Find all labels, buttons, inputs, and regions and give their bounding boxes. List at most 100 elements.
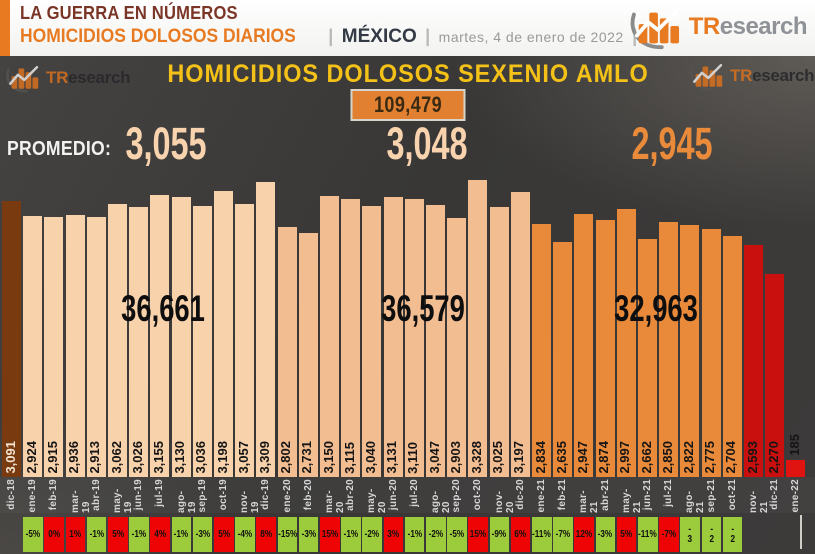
bar-nov-21: 2,593 xyxy=(744,245,763,477)
bar-ago-20: 3,047 xyxy=(426,205,445,477)
year-total-value: 36,661 xyxy=(121,288,205,329)
bar-value-label: 2,704 xyxy=(723,441,739,474)
promedio-value: 3,055 xyxy=(125,118,207,169)
pct-change-ene-19: -5% xyxy=(23,517,43,552)
pct-change-jun-20: 3% xyxy=(383,517,404,552)
chart-area: TResearch TResearch HOMICIDIOS DOLOSOS S… xyxy=(0,56,815,554)
bar-dic-18: 3,091 xyxy=(2,201,21,477)
tresearch-logo-text: TResearch xyxy=(46,68,131,87)
x-tick-sep-21: sep-21 xyxy=(705,479,717,513)
year-total-value: 36,579 xyxy=(381,288,465,329)
x-tick-ene-20: ene-20 xyxy=(281,479,293,513)
bar-value-label: 2,731 xyxy=(299,441,315,474)
x-tick-ene-22: ene-22 xyxy=(790,479,802,513)
pct-change-nov-20: -9% xyxy=(489,517,510,552)
bar-value-label: 2,874 xyxy=(596,441,612,474)
bar-sep-19: 3,036 xyxy=(192,206,212,477)
bar-value-label: 2,903 xyxy=(447,441,463,474)
bar-value-label: 2,924 xyxy=(23,441,39,474)
bar-dic-21: 2,270 xyxy=(765,274,785,477)
separator: | xyxy=(328,26,334,47)
bar-mar-20: 3,150 xyxy=(320,196,339,477)
pct-change-ago-19: -1% xyxy=(171,517,192,552)
x-tick-dic-19: dic-19 xyxy=(260,479,272,510)
bar-value-label: 3,198 xyxy=(214,441,230,474)
x-tick-dic-18: dic-18 xyxy=(6,479,17,510)
bar-value-label: 2,662 xyxy=(638,441,654,474)
tresearch-chart-icon xyxy=(630,8,679,50)
x-tick-feb-19: feb-19 xyxy=(48,479,60,511)
pct-change-mar-21: 12% xyxy=(574,517,594,552)
bar-value-label: 3,131 xyxy=(384,441,400,474)
bar-may-21: 2,997 xyxy=(616,209,636,477)
sexenio-total-value: 109,479 xyxy=(373,92,442,117)
page-subtitle: HOMICIDIOS DOLOSOS DIARIOS | MÉXICO | ma… xyxy=(20,26,641,48)
header-titles: LA GUERRA EN NÚMEROS HOMICIDIOS DOLOSOS … xyxy=(20,3,641,48)
bar-oct-20: 3,328 xyxy=(468,180,488,477)
bar-ago-19: 3,130 xyxy=(171,197,191,477)
pct-change-feb-19: 0% xyxy=(44,517,64,552)
pct-change-mar-20: 15% xyxy=(320,517,340,552)
x-tick-abr-21: abr-21 xyxy=(599,479,611,511)
bar-mar-21: 2,947 xyxy=(574,214,594,477)
bar-value-label: 2,593 xyxy=(744,441,760,474)
pct-change-dic-19: 8% xyxy=(256,517,276,552)
bar-value-label: 185 xyxy=(786,434,802,456)
x-tick-sep-20: sep-20 xyxy=(451,479,463,513)
pct-change-nov-19: -4% xyxy=(235,517,255,552)
bar-jun-21: 2,662 xyxy=(638,239,657,477)
header-accent-stripe xyxy=(0,0,10,56)
tresearch-watermark-right: TResearch xyxy=(688,60,815,92)
pct-change-abr-19: -1% xyxy=(86,517,107,552)
bar-jun-20: 3,131 xyxy=(383,197,403,477)
bar-abr-20: 3,115 xyxy=(341,199,361,477)
bar-value-label: 3,155 xyxy=(150,441,166,474)
bar-abr-19: 2,913 xyxy=(86,217,106,477)
x-tick-ago-19: ago-19 xyxy=(175,490,198,513)
x-tick-mar-19: mar-19 xyxy=(69,490,92,513)
pct-change-oct-19: 5% xyxy=(214,517,234,552)
bar-value-label: 3,057 xyxy=(235,441,251,474)
bar-value-label: 3,036 xyxy=(193,441,209,474)
header: LA GUERRA EN NÚMEROS HOMICIDIOS DOLOSOS … xyxy=(0,0,815,56)
pct-change-may-21: 5% xyxy=(616,517,637,552)
date-label: martes, 4 de enero de 2022 xyxy=(438,29,624,46)
pct-change-jul-21: -7% xyxy=(659,517,679,552)
bar-nov-20: 3,025 xyxy=(489,207,509,477)
x-tick-nov-19: nov-19 xyxy=(239,490,262,513)
bar-value-label: 3,130 xyxy=(172,441,188,474)
separator: | xyxy=(425,26,431,47)
pct-change-jul-19: 4% xyxy=(150,517,170,552)
pct-change-feb-21: -7% xyxy=(553,517,573,552)
bar-dic-19: 3,309 xyxy=(256,182,276,477)
x-tick-oct-21: oct-21 xyxy=(726,479,738,511)
tresearch-logo-text: TResearch xyxy=(730,66,815,85)
tresearch-watermark-left: TResearch xyxy=(4,62,131,94)
bar-value-label: 2,822 xyxy=(680,441,696,474)
bar-value-label: 3,110 xyxy=(405,442,421,474)
x-tick-sep-19: sep-19 xyxy=(196,479,208,513)
x-tick-oct-19: oct-19 xyxy=(218,479,229,511)
x-tick-jun-19: jun-19 xyxy=(133,479,145,511)
bar-value-label: 2,947 xyxy=(574,441,590,474)
x-tick-ago-20: ago-20 xyxy=(430,490,452,513)
tresearch-chart-icon xyxy=(690,63,723,91)
pct-change-ago-20: -2% xyxy=(426,517,446,552)
x-tick-may-21: may-21 xyxy=(620,488,643,513)
pct-change-ago-21: - 3 xyxy=(680,517,700,552)
bar-value-label: 2,802 xyxy=(278,441,294,474)
x-tick-abr-19: abr-19 xyxy=(90,479,102,511)
bar-ene-19: 2,924 xyxy=(23,216,43,477)
x-tick-mar-20: mar-20 xyxy=(324,490,346,513)
pct-change-sep-21: - 2 xyxy=(701,517,722,552)
bar-sep-20: 2,903 xyxy=(447,218,467,477)
bar-value-label: 3,025 xyxy=(490,441,506,474)
x-tick-feb-21: feb-21 xyxy=(557,479,569,511)
bar-value-label: 2,915 xyxy=(44,441,60,474)
x-tick-jun-21: jun-21 xyxy=(642,479,653,511)
bar-ago-21: 2,822 xyxy=(680,225,700,477)
bar-value-label: 2,913 xyxy=(87,441,103,474)
percent-change-row: -5% 0% 1% -1% 5% -1% 4% -1% -3% 5% -4% 8% -15% -3% 15%… xyxy=(0,515,815,554)
bar-feb-21: 2,635 xyxy=(553,242,573,477)
bar-value-label: 3,040 xyxy=(362,441,378,474)
